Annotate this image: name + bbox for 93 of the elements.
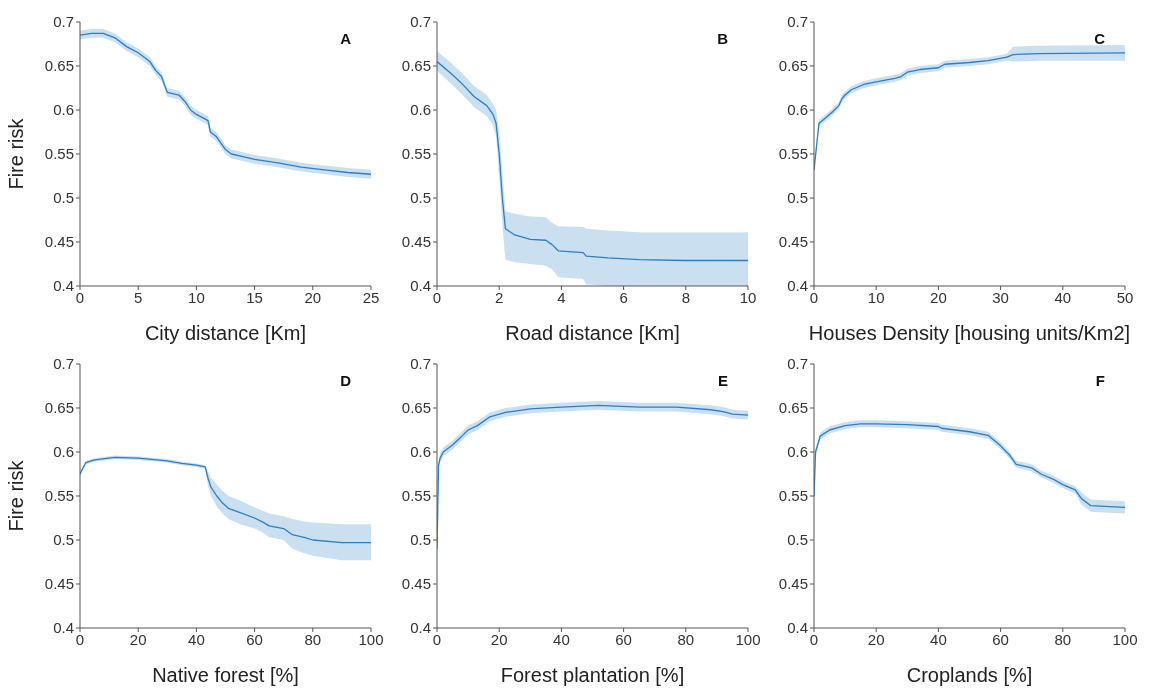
annotation: E [717, 372, 728, 389]
y-tick-label: 0.7 [53, 13, 74, 31]
x-tick-label: 10 [188, 288, 205, 306]
x-tick-label: 80 [304, 630, 322, 648]
y-tick-label: 0.55 [778, 145, 808, 163]
y-tick-label: 0.55 [44, 487, 74, 505]
y-tick-label: 0.55 [401, 145, 431, 163]
y-tick-label: 0.4 [787, 619, 808, 637]
x-tick-label: 40 [930, 630, 947, 648]
x-tick-label: 30 [992, 288, 1009, 306]
y-tick-label: 0.7 [787, 355, 808, 373]
y-tick-label: 0.5 [410, 189, 431, 207]
y-tick-label: 0.4 [53, 277, 74, 295]
x-axis-title: Road distance [Km] [505, 322, 680, 344]
y-tick-label: 0.4 [410, 277, 431, 295]
x-tick-label: 10 [867, 288, 885, 306]
y-tick-label: 0.65 [778, 57, 808, 75]
x-tick-label: 20 [930, 288, 947, 306]
x-tick-label: 20 [304, 288, 322, 306]
y-tick-label: 0.5 [787, 531, 808, 549]
x-tick-label: 0 [75, 630, 85, 648]
x-tick-label: 0 [809, 630, 819, 648]
y-tick-label: 0.6 [410, 101, 431, 119]
y-tick-label: 0.65 [44, 57, 74, 75]
y-tick-label: 0.45 [778, 233, 808, 251]
y-tick-label: 0.65 [44, 399, 74, 417]
x-tick-label: 0 [432, 288, 442, 306]
x-tick-label: 100 [1112, 630, 1138, 648]
x-tick-label: 60 [615, 630, 632, 648]
y-tick-label: 0.55 [401, 487, 431, 505]
y-tick-label: 0.65 [401, 57, 431, 75]
y-tick-label: 0.45 [778, 575, 808, 593]
x-tick-label: 40 [1054, 288, 1072, 306]
annotation: B [717, 30, 728, 47]
x-tick-label: 20 [867, 630, 885, 648]
x-tick-label: 0 [75, 288, 85, 306]
x-tick-label: 100 [735, 630, 761, 648]
x-tick-label: 2 [495, 288, 504, 306]
x-tick-label: 4 [557, 288, 566, 306]
y-tick-label: 0.55 [44, 145, 74, 163]
x-axis-title: Houses Density [housing units/Km2] [808, 322, 1131, 344]
y-tick-label: 0.45 [401, 233, 431, 251]
x-axis-title: Native forest [%] [152, 664, 299, 686]
y-tick-label: 0.65 [401, 399, 431, 417]
annotation: C [1094, 30, 1105, 47]
x-tick-label: 80 [677, 630, 695, 648]
x-tick-label: 60 [246, 630, 263, 648]
x-tick-label: 20 [129, 630, 147, 648]
y-tick-label: 0.7 [410, 355, 431, 373]
x-axis-title: Croplands [%] [906, 664, 1033, 686]
annotation: F [1095, 372, 1105, 389]
y-tick-label: 0.7 [53, 355, 74, 373]
x-tick-label: 8 [681, 288, 690, 306]
y-tick-label: 0.6 [53, 443, 74, 461]
x-tick-label: 15 [246, 288, 263, 306]
x-tick-label: 6 [619, 288, 628, 306]
x-tick-label: 20 [490, 630, 508, 648]
y-tick-label: 0.55 [778, 487, 808, 505]
x-tick-label: 40 [553, 630, 570, 648]
line-series [80, 456, 371, 544]
y-tick-label: 0.7 [787, 13, 808, 31]
y-tick-label: 0.5 [410, 531, 431, 549]
y-tick-label: 0.6 [787, 101, 808, 119]
x-axis-title: City distance [Km] [144, 322, 307, 344]
x-tick-label: 40 [188, 630, 205, 648]
x-tick-label: 50 [1116, 288, 1134, 306]
x-axis-title: Forest plantation [%] [500, 664, 685, 686]
x-tick-label: 0 [809, 288, 819, 306]
x-tick-label: 5 [134, 288, 143, 306]
x-tick-label: 10 [739, 288, 757, 306]
x-tick-label: 0 [432, 630, 442, 648]
x-tick-label: 25 [362, 288, 380, 306]
y-axis-title: Fire risk [5, 117, 28, 190]
x-tick-label: 60 [992, 630, 1009, 648]
y-tick-label: 0.65 [778, 399, 808, 417]
annotation: D [340, 372, 351, 389]
y-tick-label: 0.7 [410, 13, 431, 31]
y-tick-label: 0.45 [401, 575, 431, 593]
y-tick-label: 0.5 [53, 189, 74, 207]
y-tick-label: 0.5 [787, 189, 808, 207]
y-tick-label: 0.6 [410, 443, 431, 461]
y-tick-label: 0.4 [53, 619, 74, 637]
y-tick-label: 0.5 [53, 531, 74, 549]
y-tick-label: 0.45 [44, 233, 74, 251]
x-tick-label: 80 [1054, 630, 1072, 648]
y-tick-label: 0.45 [44, 575, 74, 593]
x-tick-label: 100 [358, 630, 384, 648]
annotation: A [340, 30, 351, 47]
y-tick-label: 0.4 [787, 277, 808, 295]
y-tick-label: 0.4 [410, 619, 431, 637]
y-tick-label: 0.6 [53, 101, 74, 119]
y-tick-label: 0.6 [787, 443, 808, 461]
y-axis-title: Fire risk [5, 459, 28, 532]
